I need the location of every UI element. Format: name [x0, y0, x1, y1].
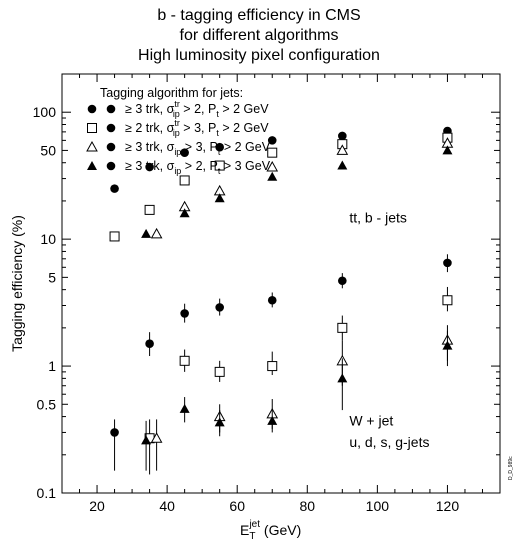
data-point-filled-triangle — [267, 171, 278, 181]
data-point-open-square — [214, 160, 225, 171]
data-point-filled-circle — [443, 258, 452, 268]
data-point-open-square — [267, 147, 278, 158]
data-point-filled-circle — [267, 295, 277, 305]
data-point-open-square — [109, 231, 120, 242]
data-point-filled-triangle — [337, 373, 348, 383]
y-axis-label: Tagging efficiency (%) — [9, 215, 25, 352]
legend-marker-filled-circle — [87, 104, 97, 114]
data-point-filled-circle — [110, 184, 119, 193]
data-point-filled-circle — [215, 142, 224, 152]
data-point-filled-triangle — [214, 193, 225, 203]
legend-marker-filled-triangle — [87, 161, 97, 170]
data-point-open-triangle — [150, 432, 163, 443]
data-point-filled-triangle — [214, 417, 225, 427]
data-point-filled-circle — [180, 148, 189, 157]
data-point-filled-circle — [338, 276, 347, 286]
y-tick-label: 0.5 — [37, 396, 57, 412]
legend-marker-open-square — [87, 123, 97, 133]
x-tick-label: 80 — [299, 498, 315, 514]
x-tick-label: 120 — [436, 498, 460, 514]
legend-marker-filled-circle — [106, 161, 116, 171]
legend-entry: ≥ 2 trk, σtr ip > 3, Pt > 2 GeV — [125, 118, 269, 138]
annotation-label: u, d, s, g-jets — [349, 434, 429, 450]
data-point-open-triangle — [336, 144, 349, 155]
data-point-filled-circle — [145, 339, 154, 349]
data-point-open-square — [337, 322, 348, 333]
data-point-open-triangle — [150, 227, 163, 239]
plot-frame — [61, 73, 501, 494]
data-point-filled-triangle — [337, 160, 348, 170]
legend-entry: ≥ 3 trk, σip > 3, Pt > 2 GeV — [125, 140, 271, 157]
data-point-open-square — [267, 361, 278, 372]
data-point-filled-triangle — [442, 145, 453, 155]
side-note: D_D_989c — [508, 456, 514, 480]
annotation-label: W + jet — [349, 413, 393, 429]
y-tick-label: 10 — [40, 231, 56, 247]
data-point-open-square — [442, 295, 453, 306]
legend-entry: ≥ 3 trk, σip > 2, Pt > 3 GeV — [125, 159, 271, 176]
data-point-filled-circle — [180, 309, 189, 318]
data-point-filled-circle — [215, 303, 224, 312]
chart-title-line-1: b - tagging efficiency in CMS — [157, 7, 361, 24]
legend-entry: ≥ 3 trk, σtr ip > 2, Pt > 2 GeV — [125, 99, 269, 119]
y-tick-label: 0.1 — [37, 485, 57, 501]
data-point-filled-circle — [145, 162, 154, 172]
data-point-open-square — [179, 355, 190, 366]
chart-title-line-2: for different algorithms — [179, 27, 339, 44]
x-tick-label: 40 — [159, 498, 175, 514]
y-tick-label: 100 — [33, 104, 57, 120]
legend-title: Tagging algorithm for jets: — [100, 86, 243, 100]
data-point-filled-circle — [110, 428, 119, 437]
annotation-label: tt, b - jets — [349, 210, 407, 226]
data-point-open-square — [179, 175, 190, 186]
x-tick-label: 100 — [366, 498, 390, 514]
chart-title-line-3: High luminosity pixel configuration — [138, 47, 380, 64]
data-point-filled-triangle — [179, 208, 190, 218]
data-point-filled-circle — [267, 136, 277, 145]
legend-marker-filled-circle — [106, 123, 116, 133]
legend-marker-open-triangle — [86, 140, 98, 152]
legend-marker-filled-circle — [106, 142, 116, 152]
y-tick-label: 1 — [48, 358, 56, 374]
data-point-open-square — [214, 366, 225, 377]
x-axis-label: ETjet (GeV) — [240, 519, 301, 542]
data-point-filled-circle — [338, 131, 347, 141]
data-point-open-square — [144, 204, 155, 215]
data-point-filled-triangle — [141, 435, 152, 445]
data-point-filled-triangle — [141, 228, 152, 238]
data-point-filled-triangle — [267, 415, 278, 425]
x-tick-label: 60 — [229, 498, 245, 514]
y-tick-label: 5 — [48, 269, 56, 285]
x-tick-label: 20 — [89, 498, 105, 514]
data-point-filled-triangle — [179, 403, 190, 413]
data-point-filled-triangle — [442, 340, 453, 350]
legend-marker-filled-circle — [106, 104, 116, 114]
data-point-open-triangle — [266, 160, 279, 172]
y-tick-label: 50 — [40, 142, 56, 158]
